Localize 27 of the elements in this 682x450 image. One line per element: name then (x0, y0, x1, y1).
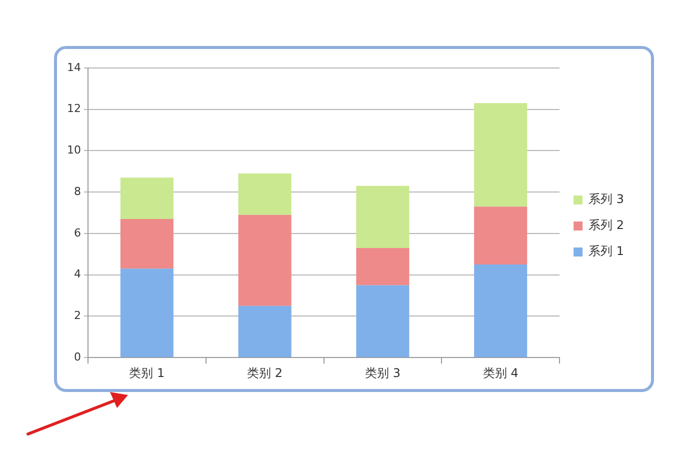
x-tick-label: 类别 2 (247, 366, 283, 380)
y-tick-label: 10 (66, 144, 81, 157)
bar (120, 178, 174, 220)
bar (356, 285, 410, 358)
y-tick-label: 2 (74, 309, 81, 322)
bar (474, 206, 528, 265)
legend-label: 系列 3 (588, 192, 624, 206)
y-tick-label: 8 (74, 184, 81, 198)
x-tick-label: 类别 4 (482, 366, 518, 380)
bar (238, 214, 292, 306)
bar (356, 186, 410, 248)
legend-label: 系列 1 (588, 244, 624, 258)
bar (474, 103, 528, 207)
y-tick-label: 4 (74, 268, 81, 281)
legend-label: 系列 2 (588, 218, 624, 232)
y-tick-label: 0 (74, 350, 81, 364)
x-tick-label: 类别 1 (129, 366, 165, 380)
y-tick-label: 14 (66, 60, 81, 74)
bar (120, 268, 174, 358)
bar (120, 219, 174, 269)
y-tick-label: 6 (74, 226, 81, 240)
x-tick-label: 类别 3 (364, 366, 400, 380)
bar (238, 173, 292, 215)
bar (474, 264, 528, 358)
bar (356, 248, 410, 286)
bar (238, 306, 292, 358)
y-tick-label: 12 (66, 102, 81, 116)
